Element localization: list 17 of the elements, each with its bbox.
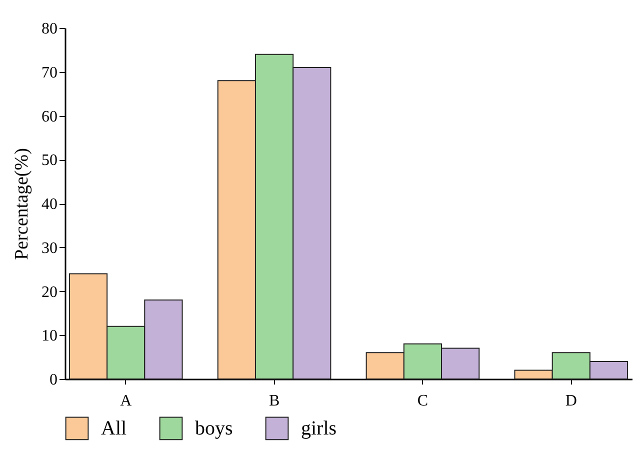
legend-label: boys [195,417,233,440]
legend-label: All [101,417,127,440]
x-tick-label: A [120,392,132,410]
y-tick-label: 70 [42,64,58,82]
y-tick-label: 50 [42,152,58,170]
x-tick-label: D [565,392,577,410]
y-tick-label: 60 [42,108,58,126]
x-tick-label: B [268,392,280,410]
y-tick-label: 10 [42,328,58,345]
y-tick-label: 40 [42,196,58,213]
y-tick-label: 20 [42,284,58,301]
y-tick-label: 0 [50,372,58,388]
y-axis-title: Percentage(%) [12,148,32,260]
legend-label: girls [301,417,337,440]
x-tick-label: C [417,392,428,410]
y-tick-label: 80 [42,20,58,38]
y-tick-label: 30 [42,240,58,257]
